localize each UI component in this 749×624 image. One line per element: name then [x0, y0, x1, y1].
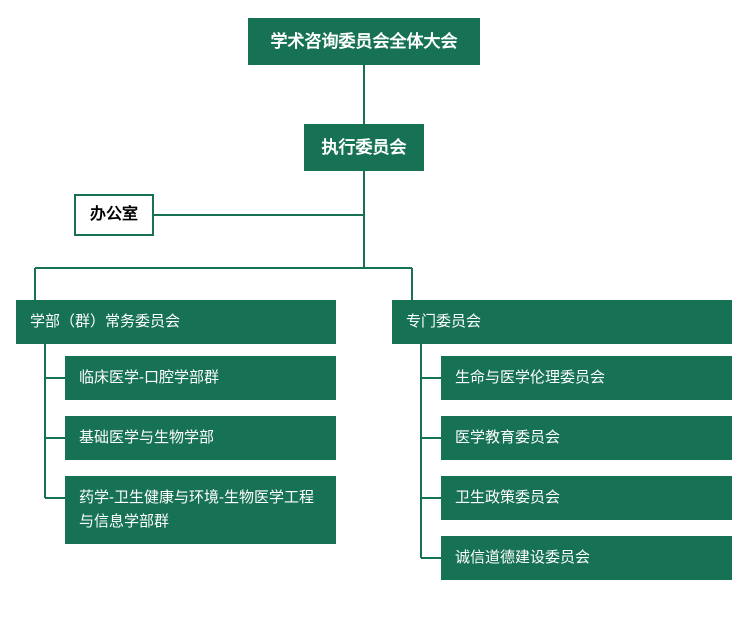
left-item: 临床医学-口腔学部群: [65, 356, 336, 400]
right-item-label: 卫生政策委员会: [455, 486, 560, 510]
left-branch-header: 学部（群）常务委员会: [16, 300, 336, 344]
left-item-label: 药学-卫生健康与环境-生物医学工程与信息学部群: [79, 486, 322, 534]
executive-label: 执行委员会: [322, 134, 407, 161]
right-item-label: 医学教育委员会: [455, 426, 560, 450]
root-label: 学术咨询委员会全体大会: [271, 28, 458, 55]
root-node: 学术咨询委员会全体大会: [248, 18, 480, 65]
left-item-label: 临床医学-口腔学部群: [79, 366, 219, 390]
right-item: 卫生政策委员会: [441, 476, 732, 520]
right-item: 诚信道德建设委员会: [441, 536, 732, 580]
left-header-label: 学部（群）常务委员会: [30, 310, 180, 334]
right-item-label: 生命与医学伦理委员会: [455, 366, 605, 390]
office-label: 办公室: [90, 206, 138, 223]
left-item: 药学-卫生健康与环境-生物医学工程与信息学部群: [65, 476, 336, 544]
office-node: 办公室: [74, 194, 154, 236]
right-item: 生命与医学伦理委员会: [441, 356, 732, 400]
executive-node: 执行委员会: [304, 124, 424, 171]
left-item: 基础医学与生物学部: [65, 416, 336, 460]
left-item-label: 基础医学与生物学部: [79, 426, 214, 450]
right-item-label: 诚信道德建设委员会: [455, 546, 590, 570]
right-branch-header: 专门委员会: [392, 300, 732, 344]
right-header-label: 专门委员会: [406, 310, 481, 334]
right-item: 医学教育委员会: [441, 416, 732, 460]
